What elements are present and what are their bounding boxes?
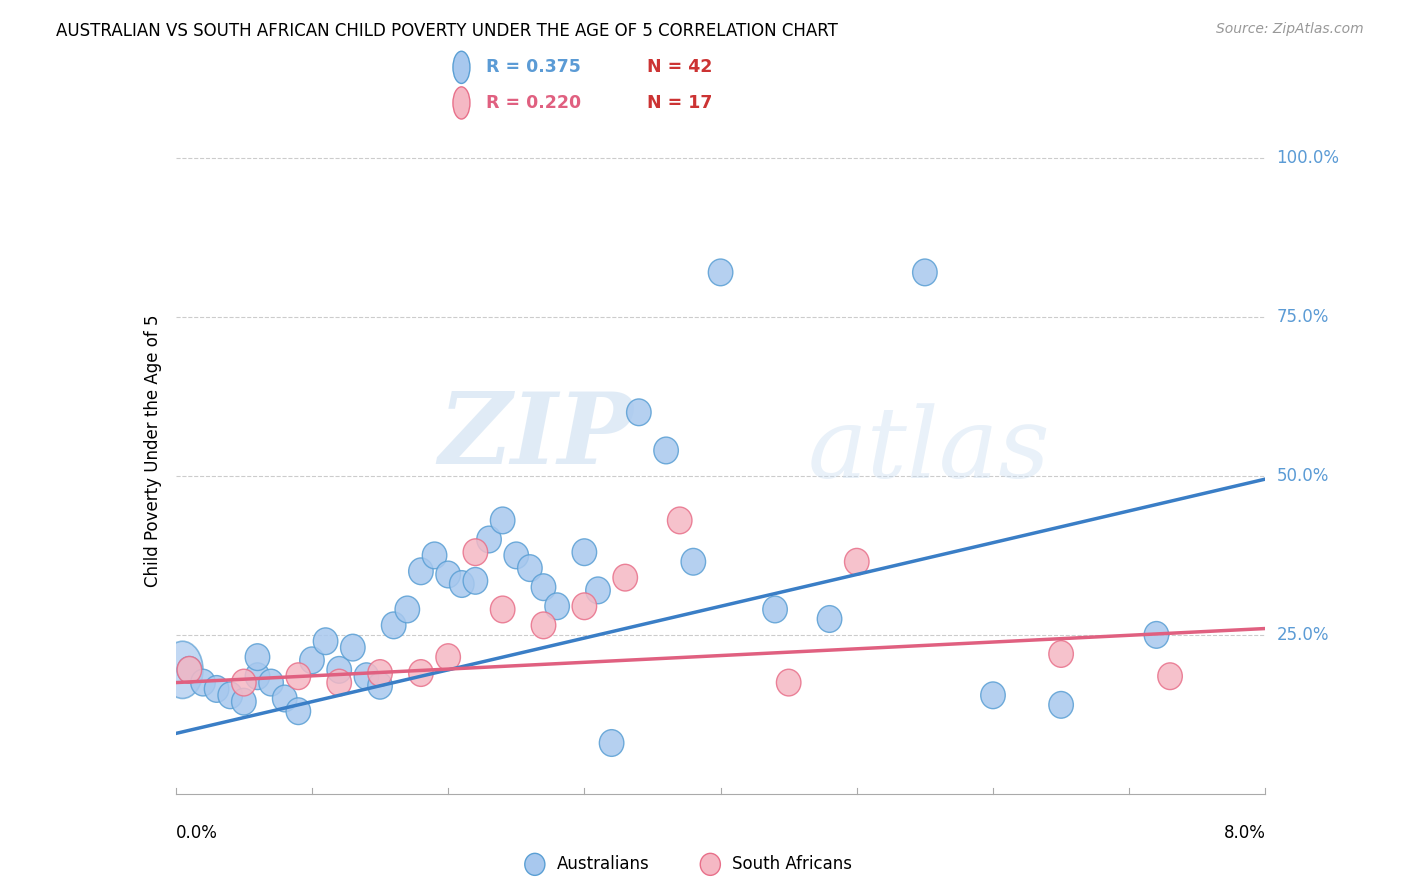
Text: N = 42: N = 42 (647, 58, 713, 77)
Ellipse shape (232, 669, 256, 696)
Ellipse shape (546, 593, 569, 620)
Ellipse shape (162, 641, 202, 698)
Ellipse shape (368, 673, 392, 699)
Ellipse shape (763, 596, 787, 623)
Ellipse shape (328, 657, 352, 683)
Text: AUSTRALIAN VS SOUTH AFRICAN CHILD POVERTY UNDER THE AGE OF 5 CORRELATION CHART: AUSTRALIAN VS SOUTH AFRICAN CHILD POVERT… (56, 22, 838, 40)
Ellipse shape (912, 259, 938, 285)
Ellipse shape (285, 663, 311, 690)
Ellipse shape (450, 571, 474, 598)
Text: 50.0%: 50.0% (1277, 467, 1329, 485)
Ellipse shape (232, 689, 256, 715)
Ellipse shape (218, 682, 242, 708)
Text: atlas: atlas (807, 403, 1050, 498)
Ellipse shape (776, 669, 801, 696)
Ellipse shape (395, 596, 419, 623)
Ellipse shape (491, 596, 515, 623)
Ellipse shape (409, 558, 433, 584)
Text: South Africans: South Africans (733, 855, 852, 873)
Ellipse shape (681, 549, 706, 575)
Ellipse shape (436, 561, 460, 588)
Text: R = 0.375: R = 0.375 (486, 58, 581, 77)
Text: R = 0.220: R = 0.220 (486, 94, 581, 112)
Ellipse shape (463, 567, 488, 594)
Ellipse shape (177, 657, 201, 683)
Ellipse shape (453, 87, 470, 119)
Ellipse shape (517, 555, 543, 582)
Text: 25.0%: 25.0% (1277, 626, 1329, 644)
Ellipse shape (245, 663, 270, 690)
Ellipse shape (503, 542, 529, 569)
Y-axis label: Child Poverty Under the Age of 5: Child Poverty Under the Age of 5 (143, 314, 162, 587)
Ellipse shape (285, 698, 311, 724)
Ellipse shape (572, 593, 596, 620)
Ellipse shape (436, 644, 460, 671)
Ellipse shape (709, 259, 733, 285)
Ellipse shape (354, 663, 378, 690)
Text: 0.0%: 0.0% (176, 824, 218, 842)
Ellipse shape (477, 526, 502, 553)
Ellipse shape (572, 539, 596, 566)
Ellipse shape (654, 437, 678, 464)
Ellipse shape (1049, 691, 1073, 718)
Ellipse shape (422, 542, 447, 569)
Text: ZIP: ZIP (439, 389, 633, 485)
Ellipse shape (191, 669, 215, 696)
Ellipse shape (845, 549, 869, 575)
Ellipse shape (204, 675, 229, 702)
Text: Source: ZipAtlas.com: Source: ZipAtlas.com (1216, 22, 1364, 37)
Ellipse shape (613, 565, 637, 591)
Ellipse shape (586, 577, 610, 604)
Text: Australians: Australians (557, 855, 650, 873)
Ellipse shape (177, 657, 201, 683)
Ellipse shape (627, 399, 651, 425)
Ellipse shape (531, 574, 555, 600)
Ellipse shape (668, 507, 692, 533)
Text: N = 17: N = 17 (647, 94, 713, 112)
Text: 8.0%: 8.0% (1223, 824, 1265, 842)
Ellipse shape (409, 660, 433, 687)
Ellipse shape (1144, 622, 1168, 648)
Ellipse shape (524, 854, 546, 875)
Ellipse shape (1049, 640, 1073, 667)
Ellipse shape (981, 682, 1005, 708)
Ellipse shape (599, 730, 624, 756)
Text: 75.0%: 75.0% (1277, 308, 1329, 326)
Ellipse shape (368, 660, 392, 687)
Ellipse shape (328, 669, 352, 696)
Ellipse shape (1157, 663, 1182, 690)
Ellipse shape (381, 612, 406, 639)
Ellipse shape (259, 669, 284, 696)
Ellipse shape (245, 644, 270, 671)
Ellipse shape (531, 612, 555, 639)
Text: 100.0%: 100.0% (1277, 149, 1340, 167)
Ellipse shape (299, 647, 325, 673)
Ellipse shape (817, 606, 842, 632)
Ellipse shape (463, 539, 488, 566)
Ellipse shape (273, 685, 297, 712)
Ellipse shape (314, 628, 337, 655)
Ellipse shape (340, 634, 366, 661)
Ellipse shape (491, 507, 515, 533)
Ellipse shape (700, 854, 720, 875)
Ellipse shape (453, 51, 470, 84)
